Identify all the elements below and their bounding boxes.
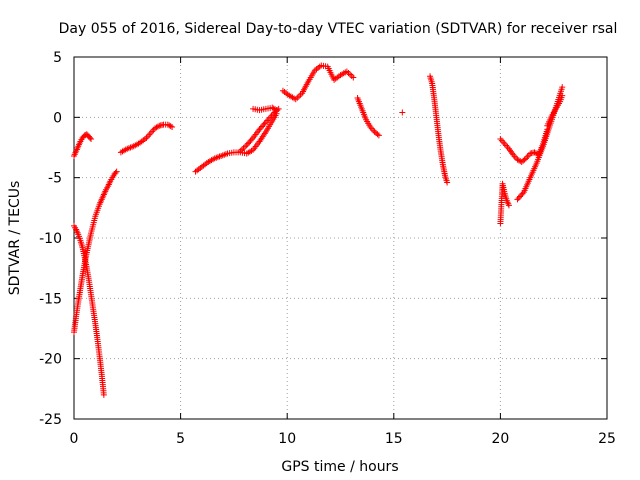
x-tick-label: 15 [385, 431, 403, 447]
data-point-marker [112, 169, 119, 176]
data-point-marker [244, 140, 251, 147]
arc-afternoon [354, 95, 382, 139]
data-point-marker [505, 202, 512, 209]
data-point-marker [375, 132, 382, 139]
data-point-marker [273, 107, 280, 114]
arc-night-lower [497, 180, 512, 227]
data-point-marker [272, 106, 279, 113]
data-point-marker [517, 193, 524, 200]
data-point-marker [399, 109, 406, 116]
arc-morning [117, 121, 176, 156]
data-point-marker [154, 123, 161, 130]
arc-isolated [399, 109, 406, 116]
chart-title: Day 055 of 2016, Sidereal Day-to-day VTE… [59, 21, 618, 37]
arc-evening [427, 73, 451, 186]
axis-ticks [73, 56, 608, 420]
x-tick-label: 25 [598, 431, 616, 447]
data-point-marker [248, 136, 255, 143]
data-point-marker [559, 84, 566, 91]
data-point-marker [521, 156, 528, 163]
data-point-marker [260, 122, 267, 129]
data-point-marker [242, 143, 249, 150]
data-point-marker [247, 137, 254, 144]
y-tick-label: 0 [53, 110, 62, 126]
x-axis-label: GPS time / hours [281, 459, 398, 475]
data-point-marker [86, 134, 93, 141]
data-point-marker [348, 73, 355, 80]
data-point-marker [519, 190, 526, 197]
data-point-marker [257, 124, 264, 131]
data-point-marker [246, 139, 253, 146]
arc-midday-loop [250, 104, 280, 114]
data-point-marker [113, 168, 120, 175]
arc-noon-peak [279, 62, 357, 103]
data-point-marker [100, 391, 107, 398]
y-axis-label: SDTVAR / TECUs [7, 181, 23, 296]
y-tick-label: 5 [53, 50, 62, 66]
data-point-marker [374, 131, 381, 138]
data-point-marker [559, 92, 566, 99]
x-tick-label: 20 [491, 431, 509, 447]
data-point-marker [169, 123, 176, 130]
data-points [71, 62, 566, 398]
y-tick-label: -15 [39, 291, 62, 307]
x-tick-label: 5 [176, 431, 185, 447]
data-point-marker [444, 179, 451, 186]
arc-night-end [544, 92, 566, 129]
x-tick-label: 0 [70, 431, 79, 447]
data-point-marker [261, 120, 268, 127]
data-point-marker [294, 94, 301, 101]
arc-early-descending [71, 222, 107, 398]
data-point-marker [350, 74, 357, 81]
grid-lines [74, 57, 607, 419]
y-tick-label: -25 [39, 412, 62, 428]
data-point-marker [167, 123, 174, 130]
x-tick-label: 10 [278, 431, 296, 447]
data-point-marker [515, 194, 522, 201]
arc-early-ascending [71, 168, 120, 336]
data-point-marker [238, 146, 245, 153]
data-point-marker [514, 196, 521, 203]
tick-labels: 0 5 10 15 20 25 -25 -20 -15 -10 -5 0 5 [39, 50, 616, 447]
data-point-marker [88, 136, 95, 143]
y-tick-label: -20 [39, 352, 62, 368]
y-tick-label: -5 [48, 171, 62, 187]
data-point-marker [240, 145, 247, 152]
plot-frame [73, 56, 608, 420]
data-point-marker [243, 142, 250, 149]
data-point-marker [345, 69, 352, 76]
data-point-marker [256, 126, 263, 133]
arc-early-upper [71, 131, 95, 159]
data-point-marker [518, 192, 525, 199]
data-point-marker [259, 123, 266, 130]
y-tick-label: -10 [39, 231, 62, 247]
